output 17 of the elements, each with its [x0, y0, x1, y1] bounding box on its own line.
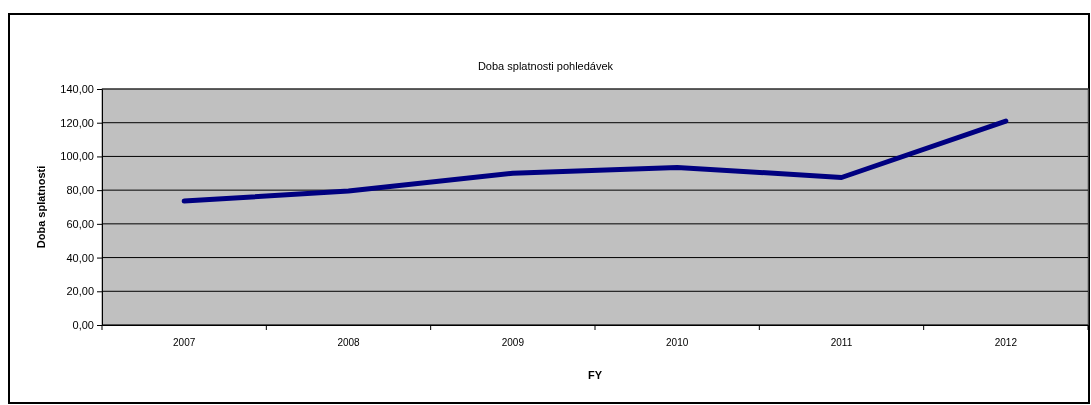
y-tick-label: 20,00 — [66, 285, 94, 298]
x-tick-label: 2012 — [994, 337, 1018, 349]
x-tick-label: 2011 — [830, 337, 853, 349]
x-tick-label: 2008 — [337, 337, 361, 349]
y-axis-title: Doba splatnosti — [35, 165, 47, 249]
y-tick-label: 80,00 — [66, 184, 94, 197]
y-tick-label: 120,00 — [60, 116, 94, 129]
x-tick-label: 2009 — [501, 337, 525, 349]
y-tick-label: 140,00 — [60, 83, 94, 96]
x-axis-title: FY — [587, 369, 603, 381]
y-tick-label: 60,00 — [66, 217, 94, 230]
x-tick-label: 2007 — [173, 337, 196, 349]
x-tick-label: 2010 — [666, 337, 689, 349]
y-tick-label: 40,00 — [66, 251, 94, 264]
chart-title: Doba splatnosti pohledávek — [477, 60, 614, 72]
y-tick-label: 0,00 — [72, 319, 94, 332]
y-tick-label: 100,00 — [60, 150, 94, 163]
